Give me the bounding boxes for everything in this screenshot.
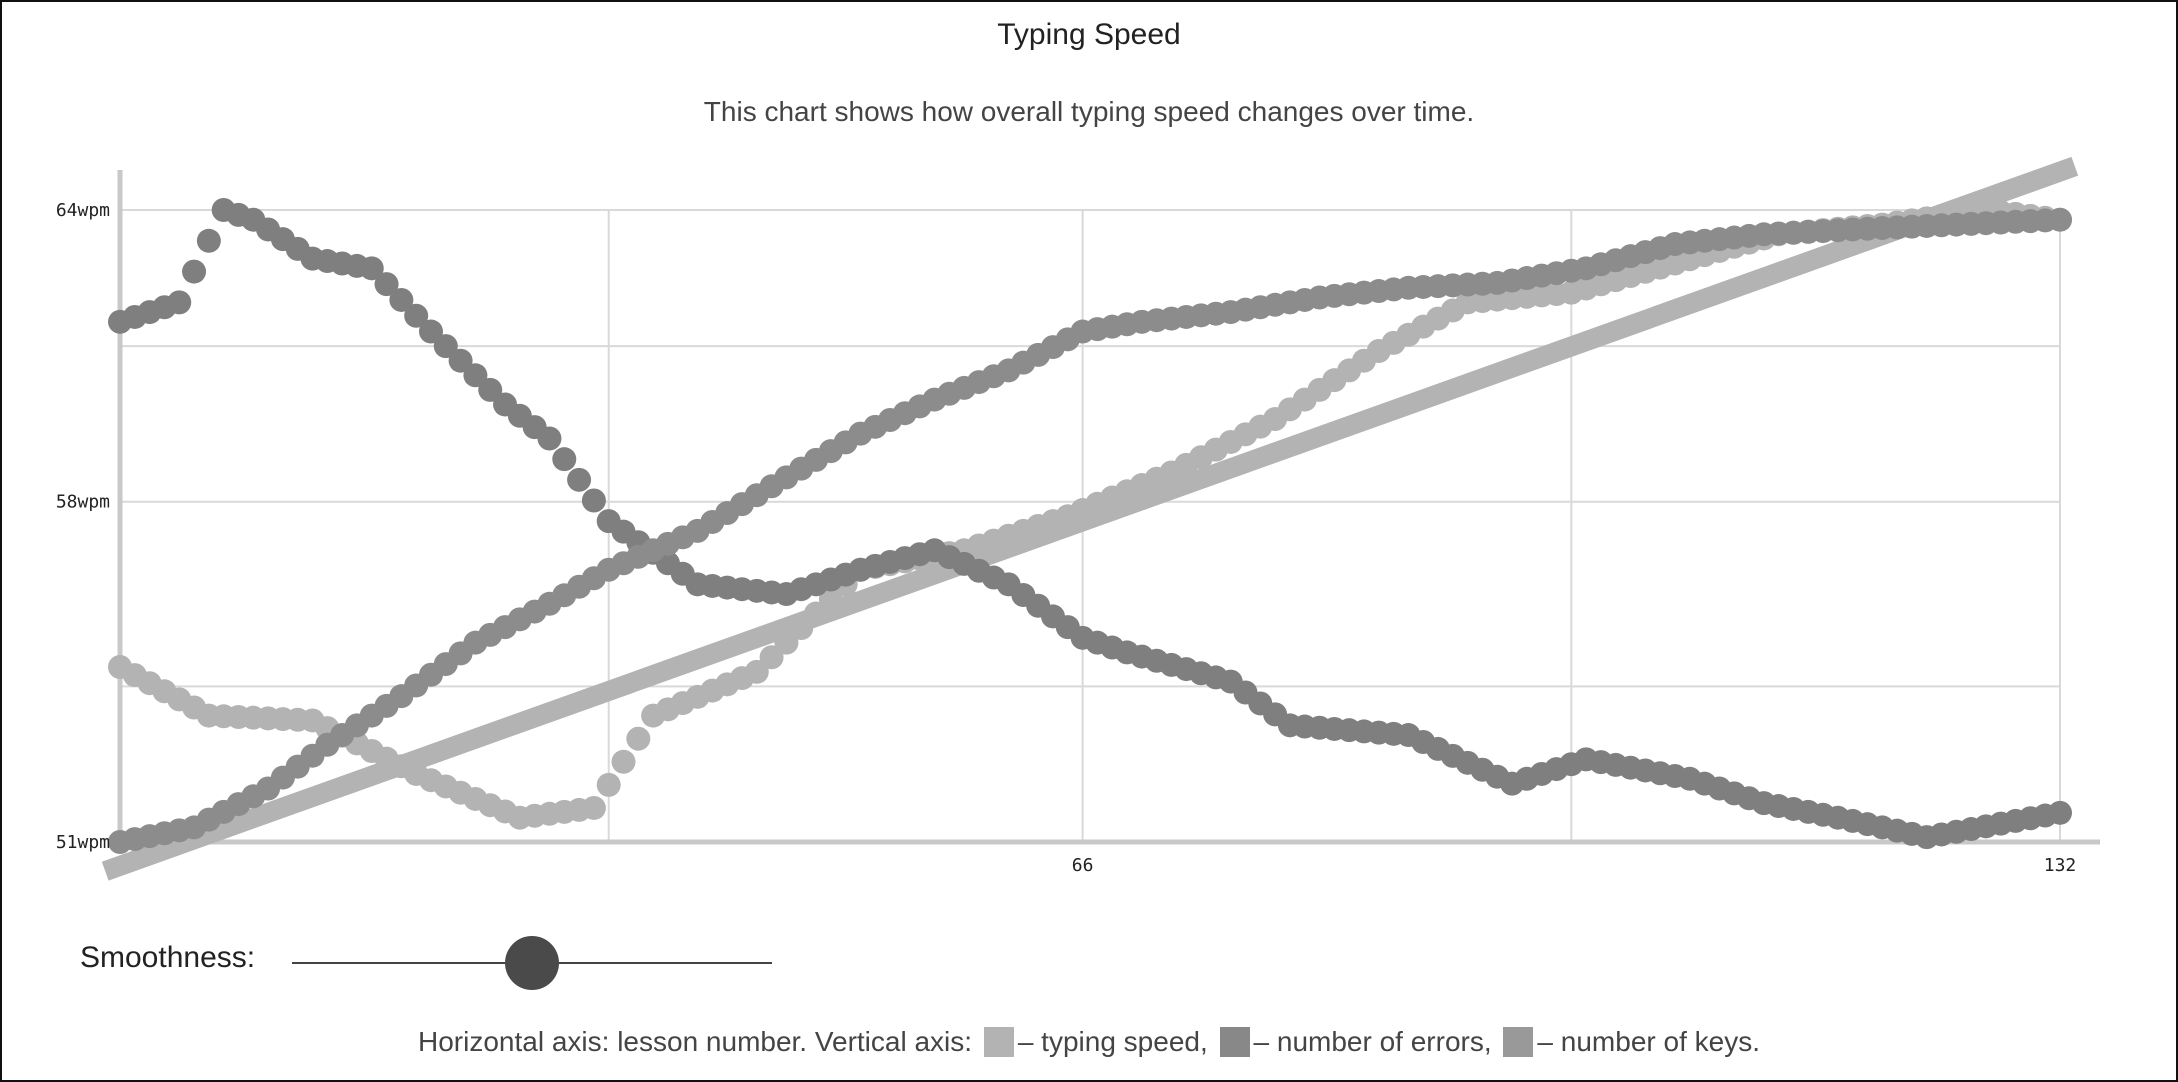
legend-label-errors: – number of errors, xyxy=(1253,1026,1492,1057)
data-point-errors xyxy=(359,256,384,281)
legend-swatch-errors xyxy=(1219,1027,1250,1057)
data-point-typing-speed xyxy=(581,795,606,820)
data-point-typing-speed xyxy=(626,726,651,751)
x-tick-label: 66 xyxy=(1072,855,1094,876)
data-point-errors xyxy=(552,447,577,472)
axis-legend: Horizontal axis: lesson number. Vertical… xyxy=(0,1026,2178,1058)
data-point-typing-speed xyxy=(818,586,843,611)
legend-swatch-keys xyxy=(1503,1027,1534,1057)
data-point-errors xyxy=(537,426,562,451)
data-point-errors xyxy=(374,272,399,297)
y-tick-label: 58wpm xyxy=(56,492,110,513)
chart-title: Typing Speed xyxy=(997,18,1181,51)
data-point-typing-speed xyxy=(774,630,799,655)
legend-prefix: Horizontal axis: lesson number. Vertical… xyxy=(418,1026,973,1057)
data-point-errors xyxy=(478,377,503,402)
data-point-errors xyxy=(567,467,592,492)
smoothness-label: Smoothness: xyxy=(80,941,256,974)
data-point-errors xyxy=(2048,800,2072,825)
y-tick-label: 64wpm xyxy=(56,200,110,221)
data-point-keys xyxy=(2048,207,2072,232)
typing-speed-chart: 51wpm 58wpm 64wpm 66 132 xyxy=(56,156,2100,881)
data-point-typing-speed xyxy=(804,601,829,626)
data-point-typing-speed xyxy=(789,616,814,641)
data-point-errors xyxy=(404,303,429,328)
data-point-errors xyxy=(463,363,488,388)
y-tick-label: 51wpm xyxy=(56,832,110,853)
data-point-typing-speed xyxy=(759,645,784,670)
data-point-errors xyxy=(433,334,458,359)
legend-label-keys: – number of keys. xyxy=(1537,1026,1760,1057)
legend-label-typing-speed: – typing speed, xyxy=(1017,1026,1208,1057)
data-point-typing-speed xyxy=(596,772,621,797)
data-point-errors xyxy=(448,348,473,373)
x-tick-label: 132 xyxy=(2044,855,2077,876)
data-point-errors xyxy=(581,488,606,513)
data-point-errors xyxy=(167,290,192,315)
data-point-typing-speed xyxy=(744,659,769,684)
data-point-errors xyxy=(389,287,414,312)
data-point-errors xyxy=(182,259,207,284)
data-point-errors xyxy=(418,319,443,344)
data-point-errors xyxy=(196,228,221,253)
smoothness-slider-thumb[interactable] xyxy=(505,936,559,990)
legend-swatch-typing-speed xyxy=(983,1027,1014,1057)
chart-subtitle: This chart shows how overall typing spee… xyxy=(703,96,1475,127)
smoothness-slider[interactable] xyxy=(292,936,772,990)
data-point-typing-speed xyxy=(611,749,636,774)
